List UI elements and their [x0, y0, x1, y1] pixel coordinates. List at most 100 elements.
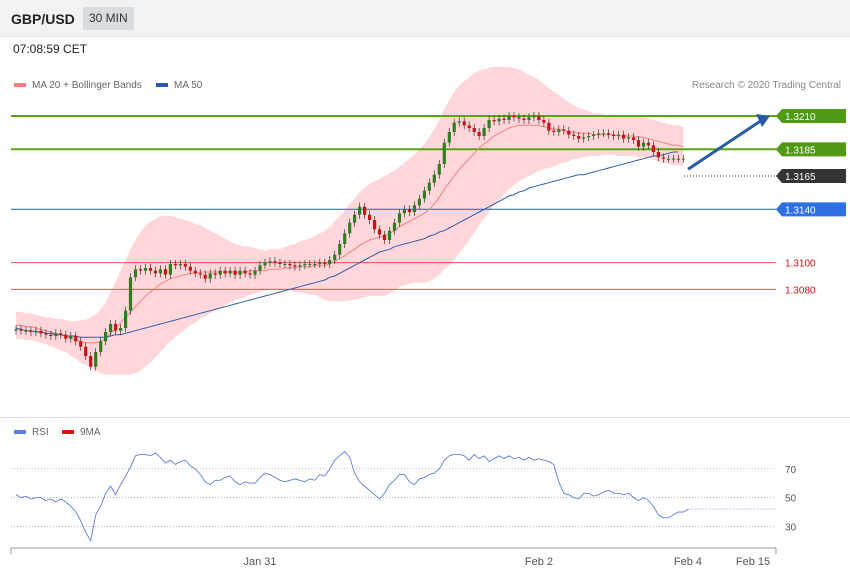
candle: [104, 328, 108, 346]
candle: [547, 118, 551, 135]
candle: [119, 324, 123, 335]
candle-body: [74, 336, 78, 342]
candle: [188, 262, 192, 275]
candle: [163, 265, 167, 279]
rsi-line: [15, 450, 689, 543]
candle-body: [158, 269, 162, 274]
candle: [353, 210, 357, 227]
candle: [338, 240, 342, 259]
candle-body: [343, 233, 347, 244]
candle-body: [452, 122, 456, 132]
candle: [681, 154, 685, 163]
candle: [348, 218, 352, 238]
candle: [124, 306, 128, 332]
timestamp: 07:08:59 CET: [13, 42, 88, 56]
candle: [612, 130, 616, 140]
ma50-label: MA 50: [174, 80, 203, 91]
candle-body: [114, 324, 118, 331]
candle-body: [467, 125, 471, 128]
candle: [522, 114, 526, 124]
panel-divider: [0, 417, 850, 418]
candle: [283, 260, 287, 268]
candle: [318, 258, 322, 268]
candle: [138, 265, 143, 275]
candle: [218, 266, 222, 279]
candle: [133, 265, 138, 282]
candle: [636, 136, 641, 151]
candle: [422, 186, 426, 203]
candle: [363, 202, 367, 219]
ma50-swatch: [156, 83, 168, 88]
candle-body: [278, 262, 282, 264]
level-tag: [776, 142, 846, 157]
candle: [273, 257, 277, 267]
candle: [298, 261, 302, 271]
candle-body: [313, 264, 317, 265]
candle: [557, 125, 561, 136]
candle: [143, 264, 148, 275]
candle-body: [173, 264, 177, 266]
rsi-tick-label: 30: [785, 522, 797, 533]
candle-body: [238, 270, 242, 275]
candle-body: [437, 164, 441, 175]
moving-average-layer: [15, 124, 684, 344]
candle: [373, 216, 377, 234]
candle-body: [24, 330, 28, 332]
candle: [512, 112, 516, 122]
candle: [168, 260, 172, 279]
candle-body: [263, 262, 267, 266]
candle-body: [138, 269, 143, 271]
candle-body: [656, 152, 660, 158]
candle-body: [193, 270, 197, 274]
candle: [303, 260, 307, 270]
x-tick-label: Feb 4: [674, 556, 702, 568]
candle-body: [587, 136, 591, 138]
candle: [293, 261, 297, 271]
candle-body: [59, 333, 63, 335]
candle-body: [203, 274, 207, 279]
candle-body: [248, 273, 252, 275]
candle: [233, 266, 237, 279]
candle-body: [328, 260, 332, 264]
candle: [437, 160, 441, 179]
candle-body: [462, 121, 466, 126]
candle: [507, 112, 511, 124]
candle-body: [651, 145, 655, 152]
candle-body: [368, 214, 372, 220]
level-label: 1.3165: [785, 172, 816, 183]
candle: [243, 266, 247, 278]
candle: [29, 326, 33, 336]
legend-ma20: MA 20 + Bollinger Bands: [14, 80, 142, 91]
candle-body: [323, 262, 327, 264]
candle-body: [64, 334, 68, 339]
candle: [313, 260, 317, 268]
candle-body: [641, 142, 646, 147]
candle: [278, 258, 282, 268]
candle-body: [69, 336, 73, 339]
level-label: 1.3210: [785, 112, 816, 123]
candle-body: [353, 214, 357, 223]
candle: [208, 269, 212, 283]
candle-body: [318, 262, 322, 264]
candle: [537, 112, 541, 124]
candle-body: [283, 264, 287, 265]
timeframe-button[interactable]: 30 MIN: [83, 7, 134, 30]
candle-body: [14, 329, 18, 331]
candle-body: [128, 277, 133, 311]
candle-body: [268, 261, 272, 263]
candle-body: [542, 120, 546, 123]
rsi-tick-label: 50: [785, 494, 797, 505]
candle: [457, 117, 461, 127]
level-label: 1.3100: [785, 259, 816, 270]
candle-body: [84, 346, 88, 356]
candle-body: [646, 142, 651, 146]
candle: [477, 128, 481, 140]
candle-body: [119, 328, 123, 331]
candle-body: [243, 270, 247, 274]
candle: [248, 269, 252, 279]
x-tick-label: Feb 2: [525, 556, 553, 568]
candle-body: [617, 134, 621, 136]
candle: [407, 205, 411, 216]
candle-body: [537, 116, 541, 120]
